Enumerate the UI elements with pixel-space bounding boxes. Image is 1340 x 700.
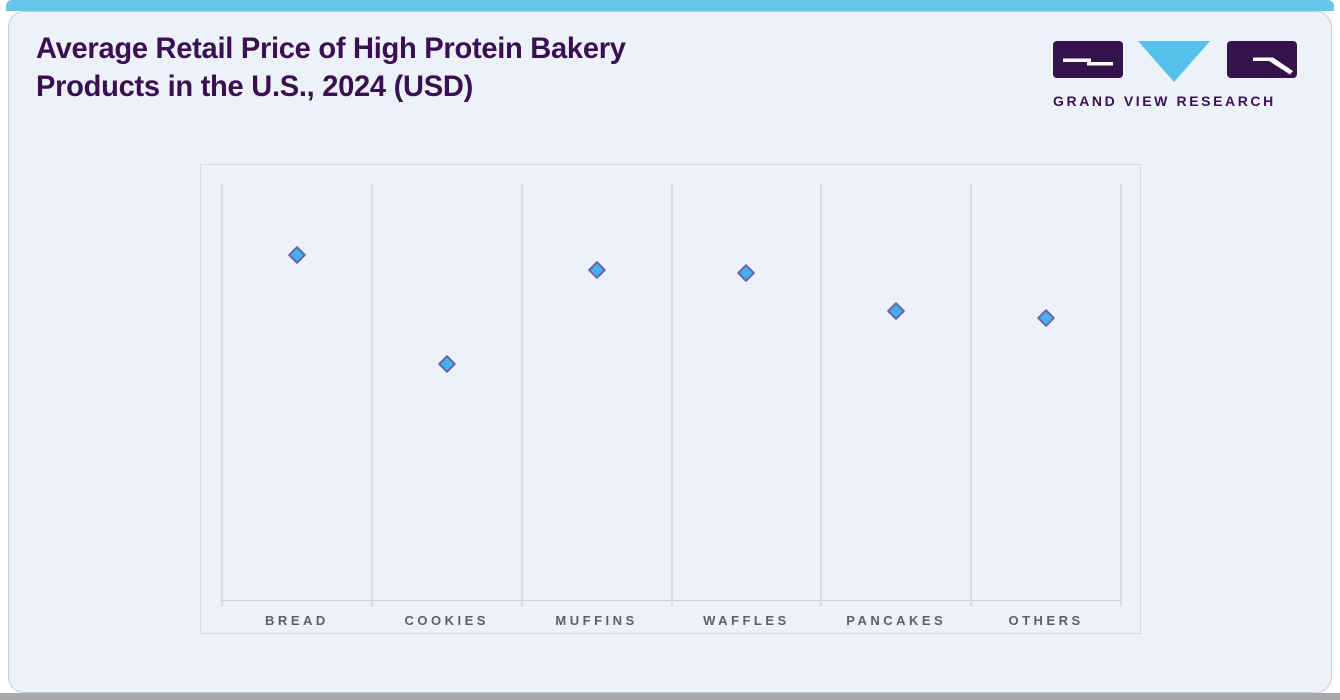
category-label-muffins: MUFFINS (555, 613, 638, 628)
logo-g-cut (1063, 58, 1113, 66)
gvr-logo: GRAND VIEW RESEARCH (1053, 41, 1297, 109)
chart-title: Average Retail Price of High Protein Bak… (36, 30, 626, 106)
gridline (820, 184, 823, 600)
gridline (1120, 184, 1122, 600)
gridline (970, 184, 973, 600)
axis-tick (221, 600, 223, 606)
category-label-waffles: WAFFLES (703, 613, 790, 628)
top-accent-bar (6, 0, 1334, 11)
logo-r-cut (1253, 57, 1293, 75)
data-point-cookies (437, 354, 456, 374)
category-label-pancakes: PANCAKES (846, 613, 947, 628)
gridline (221, 184, 223, 600)
category-label-cookies: COOKIES (404, 613, 489, 628)
category-label-bread: BREAD (265, 613, 329, 628)
axis-tick (970, 600, 973, 606)
gvr-logo-mark-icon (1053, 41, 1297, 82)
gvr-logo-text: GRAND VIEW RESEARCH (1053, 93, 1276, 109)
gridline (370, 184, 373, 600)
gridline (670, 184, 673, 600)
bottom-edge-bar (0, 693, 1340, 700)
chart-title-line-1: Average Retail Price of High Protein Bak… (36, 32, 626, 65)
data-point-muffins (587, 260, 606, 280)
axis-tick (520, 600, 523, 606)
axis-tick (370, 600, 373, 606)
axis-tick (1120, 600, 1122, 606)
plot-area: BREAD COOKIES MUFFINS WAFFLES PANCAKES OTHERS (200, 164, 1141, 634)
data-point-bread (287, 245, 307, 265)
axis-tick (670, 600, 673, 606)
data-point-waffles (737, 263, 756, 283)
x-axis-line (222, 600, 1121, 601)
data-point-pancakes (887, 301, 906, 321)
data-point-others (1036, 308, 1056, 328)
chart-card (8, 11, 1332, 693)
gridline (520, 184, 523, 600)
logo-v-triangle (1138, 41, 1210, 82)
chart-title-line-2: Products in the U.S., 2024 (USD) (36, 70, 473, 103)
category-label-others: OTHERS (1008, 613, 1084, 628)
axis-tick (820, 600, 823, 606)
